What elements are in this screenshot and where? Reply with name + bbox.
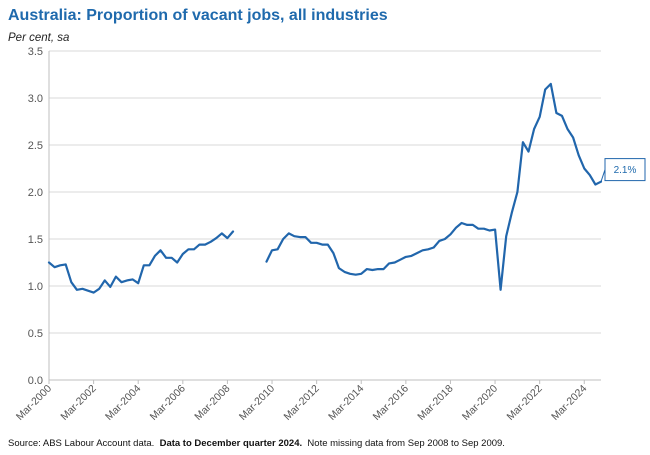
callout-leader xyxy=(600,169,606,182)
y-tick-label: 0.0 xyxy=(28,375,43,387)
callout-label: 2.1% xyxy=(614,165,637,176)
x-tick-label: Mar-2004 xyxy=(103,383,143,423)
value-callout: 2.1% xyxy=(600,158,646,182)
series-line-2 xyxy=(265,82,603,291)
x-tick-label: Mar-2012 xyxy=(281,383,321,423)
y-tick-label: 1.5 xyxy=(28,234,43,246)
source-note: Source: ABS Labour Account data. Data to… xyxy=(8,438,505,449)
x-tick-label: Mar-2010 xyxy=(237,383,277,423)
source-text: Source: ABS Labour Account data. xyxy=(8,438,155,449)
data-coverage-text: Data to December quarter 2024. xyxy=(159,438,303,449)
y-tick-label: 2.0 xyxy=(28,187,43,199)
x-tick-label: Mar-2008 xyxy=(192,383,232,423)
y-tick-label: 0.5 xyxy=(28,328,43,340)
y-tick-label: 2.5 xyxy=(28,140,43,152)
axes: 0.0 0.5 1.0 1.5 2.0 2.5 3.0 3.5 Mar-2000 Mar-2002… xyxy=(14,46,601,423)
chart-title: Australia: Proportion of vacant jobs, al… xyxy=(8,7,388,24)
x-tick-label: Mar-2006 xyxy=(148,383,188,423)
x-tick-label: Mar-2022 xyxy=(505,383,545,423)
y-tick-label: 3.0 xyxy=(28,93,43,105)
x-tick-label: Mar-2018 xyxy=(415,383,455,423)
series-lines xyxy=(47,82,603,294)
y-tick-label: 1.0 xyxy=(28,281,43,293)
gridlines xyxy=(49,50,601,334)
x-tick-label: Mar-2016 xyxy=(371,383,411,423)
y-tick-label: 3.5 xyxy=(28,46,43,58)
y-units-label: Per cent, sa xyxy=(8,32,70,44)
missing-data-note: Note missing data from Sep 2008 to Sep 2… xyxy=(307,438,505,449)
x-tick-label: Mar-2024 xyxy=(549,383,589,423)
x-tick-label: Mar-2020 xyxy=(460,383,500,423)
x-tick-label: Mar-2014 xyxy=(326,383,366,423)
x-tick-label: Mar-2002 xyxy=(58,383,98,423)
x-tick-label: Mar-2000 xyxy=(14,383,54,423)
series-line-1 xyxy=(47,230,235,294)
